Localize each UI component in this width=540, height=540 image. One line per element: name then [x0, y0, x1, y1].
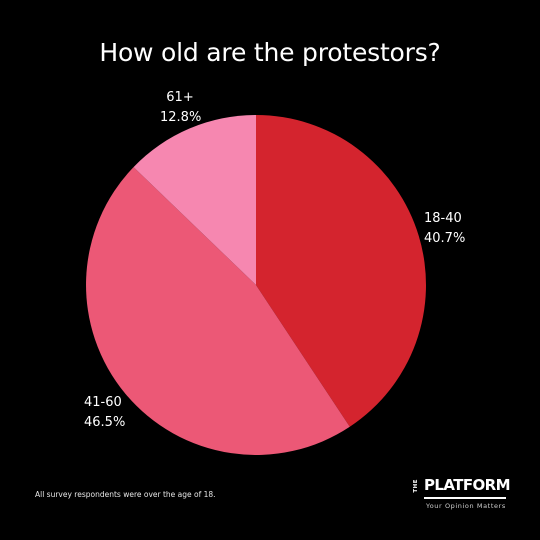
logo-prefix: THE [413, 479, 419, 493]
slice-category-61-plus: 61+ [166, 90, 194, 105]
footnote: All survey respondents were over the age… [35, 490, 216, 499]
logo-wordmark: PLATFORM [424, 476, 511, 494]
logo-tagline: Your Opinion Matters [426, 502, 506, 510]
pie-slice-61-plus [133, 115, 256, 285]
slice-percent-18-40: 40.7% [424, 231, 466, 246]
slice-label-41-60: 41-60 46.5% [84, 393, 125, 433]
chart-title: How old are the protestors? [99, 38, 441, 67]
logo-underline [424, 497, 506, 499]
platform-logo: THE PLATFORM Your Opinion Matters [413, 476, 511, 516]
slice-label-61-plus: 61+ 12.8% [160, 88, 202, 128]
slice-category-41-60: 41-60 [84, 395, 122, 410]
slice-label-18-40: 18-40 40.7% [424, 209, 465, 249]
slice-category-18-40: 18-40 [424, 211, 462, 226]
pie-slice-18-40 [256, 115, 426, 427]
slice-percent-61-plus: 12.8% [160, 110, 202, 125]
pie-slice-41-60 [86, 167, 350, 455]
slice-percent-41-60: 46.5% [84, 415, 126, 430]
